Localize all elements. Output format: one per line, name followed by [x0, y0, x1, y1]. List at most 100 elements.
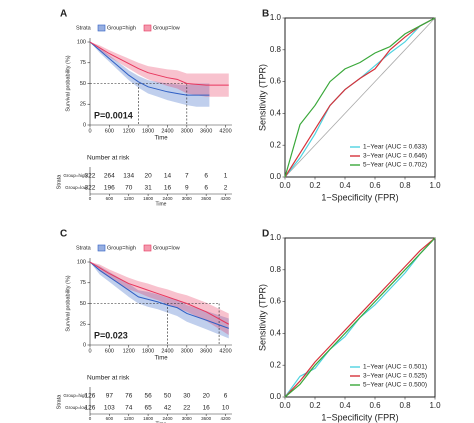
y-tick-label: 0.6 [270, 77, 282, 86]
x-tick-label: 1200 [123, 128, 135, 134]
reference-line [284, 17, 436, 178]
y-tick-label: 0.8 [270, 265, 282, 274]
risk-count: 322 [85, 173, 96, 180]
y-tick-label: 25 [80, 322, 86, 328]
x-tick-label: 0.4 [339, 401, 351, 410]
y-tick-label: 0.8 [270, 45, 282, 54]
y-tick-label: 75 [80, 280, 86, 286]
x-tick-label: 0 [88, 348, 91, 354]
x-tick-label: 3600 [201, 196, 212, 201]
x-tick-label: 2400 [161, 128, 173, 134]
x-tick-label: 0.6 [369, 181, 381, 190]
x-tick-label: 3000 [182, 416, 193, 421]
x-tick-label: 600 [106, 416, 114, 421]
y-tick-label: 0.2 [270, 360, 282, 369]
legend-label: 3−Year (AUC = 0.525) [363, 373, 427, 380]
risk-count: 9 [185, 185, 189, 192]
series-line [89, 261, 229, 329]
x-axis-label: Time [154, 136, 168, 142]
y-axis-label: Survival probability (%) [65, 55, 71, 111]
panel-label: C [60, 229, 67, 240]
series-line [89, 261, 230, 325]
x-tick-label: 0 [88, 128, 91, 134]
plot-frame [284, 17, 436, 178]
x-tick-label: 600 [105, 128, 114, 134]
x-tick-label: 4200 [221, 196, 232, 201]
risk-count: 196 [104, 185, 115, 192]
risk-count: 6 [204, 173, 208, 180]
risk-count: 97 [106, 393, 114, 400]
legend-label: Group=high [107, 25, 136, 31]
confidence-band [90, 42, 229, 97]
x-axis-label: 1−Specificity (FPR) [321, 192, 398, 202]
legend-swatch [97, 24, 106, 32]
risk-count: 6 [224, 393, 228, 400]
legend-label: Group=high [107, 245, 136, 251]
confidence-band [90, 42, 210, 107]
x-tick-label: 1800 [142, 128, 154, 134]
confidence-band [90, 262, 229, 339]
x-tick-label: 0.0 [279, 401, 291, 410]
series-line [284, 17, 436, 178]
y-tick-label: 0.4 [270, 329, 282, 338]
y-tick-label: 0.0 [270, 392, 282, 401]
legend-label: 1−Year (AUC = 0.633) [363, 144, 427, 151]
risk-count: 70 [125, 185, 133, 192]
y-tick-label: 50 [80, 81, 86, 87]
series-line [89, 41, 229, 86]
y-tick-label: 1.0 [270, 13, 282, 22]
risk-count: 16 [203, 405, 211, 412]
risk-count: 14 [164, 173, 172, 180]
y-tick-label: 100 [77, 259, 86, 265]
risk-count: 1 [224, 173, 228, 180]
risk-count: 42 [164, 405, 172, 412]
series-line [284, 237, 436, 398]
table-title: Number at risk [87, 375, 130, 382]
legend-label: 3−Year (AUC = 0.646) [363, 153, 427, 160]
risk-count: 76 [125, 393, 133, 400]
y-tick-label: 75 [80, 60, 86, 66]
x-tick-label: 2400 [161, 348, 173, 354]
y-tick-label: 1.0 [270, 233, 282, 242]
risk-count: 10 [222, 405, 230, 412]
y-axis-label: Sensitivity (TPR) [257, 284, 267, 351]
panel-label: A [60, 9, 67, 20]
y-tick-label: 0 [83, 342, 86, 348]
series-line [89, 41, 210, 96]
x-tick-label: 1800 [142, 348, 154, 354]
x-tick-label: 0.2 [309, 181, 321, 190]
x-tick-label: 3600 [201, 416, 212, 421]
risk-count: 16 [164, 185, 172, 192]
x-tick-label: 0.8 [399, 401, 411, 410]
legend-swatch [143, 244, 152, 252]
risk-count: 126 [85, 405, 96, 412]
series-line [284, 17, 436, 178]
x-tick-label: 1800 [143, 416, 154, 421]
risk-count: 22 [183, 405, 191, 412]
strata-label: Strata [56, 174, 62, 190]
y-tick-label: 50 [80, 301, 86, 307]
x-tick-label: 4200 [219, 128, 231, 134]
x-tick-label: 600 [106, 196, 114, 201]
risk-count: 20 [144, 173, 152, 180]
x-tick-label: 4200 [221, 416, 232, 421]
x-tick-label: 1200 [124, 416, 135, 421]
risk-count: 20 [203, 393, 211, 400]
y-tick-label: 0.2 [270, 140, 282, 149]
x-tick-label: 1200 [123, 348, 135, 354]
x-tick-label: 3000 [182, 196, 193, 201]
row-label: Group=high [63, 393, 87, 398]
risk-count: 56 [144, 393, 152, 400]
legend-swatch [143, 24, 152, 32]
x-tick-label: 600 [105, 348, 114, 354]
risk-count: 2 [224, 185, 228, 192]
legend-title: Strata [76, 25, 92, 31]
x-tick-label: 3000 [181, 348, 193, 354]
panel-label: B [262, 9, 269, 20]
risk-count: 126 [85, 393, 96, 400]
x-tick-label: 3600 [200, 348, 212, 354]
x-axis-label: Time [156, 421, 167, 423]
table-title: Number at risk [87, 155, 130, 162]
x-tick-label: 1800 [143, 196, 154, 201]
